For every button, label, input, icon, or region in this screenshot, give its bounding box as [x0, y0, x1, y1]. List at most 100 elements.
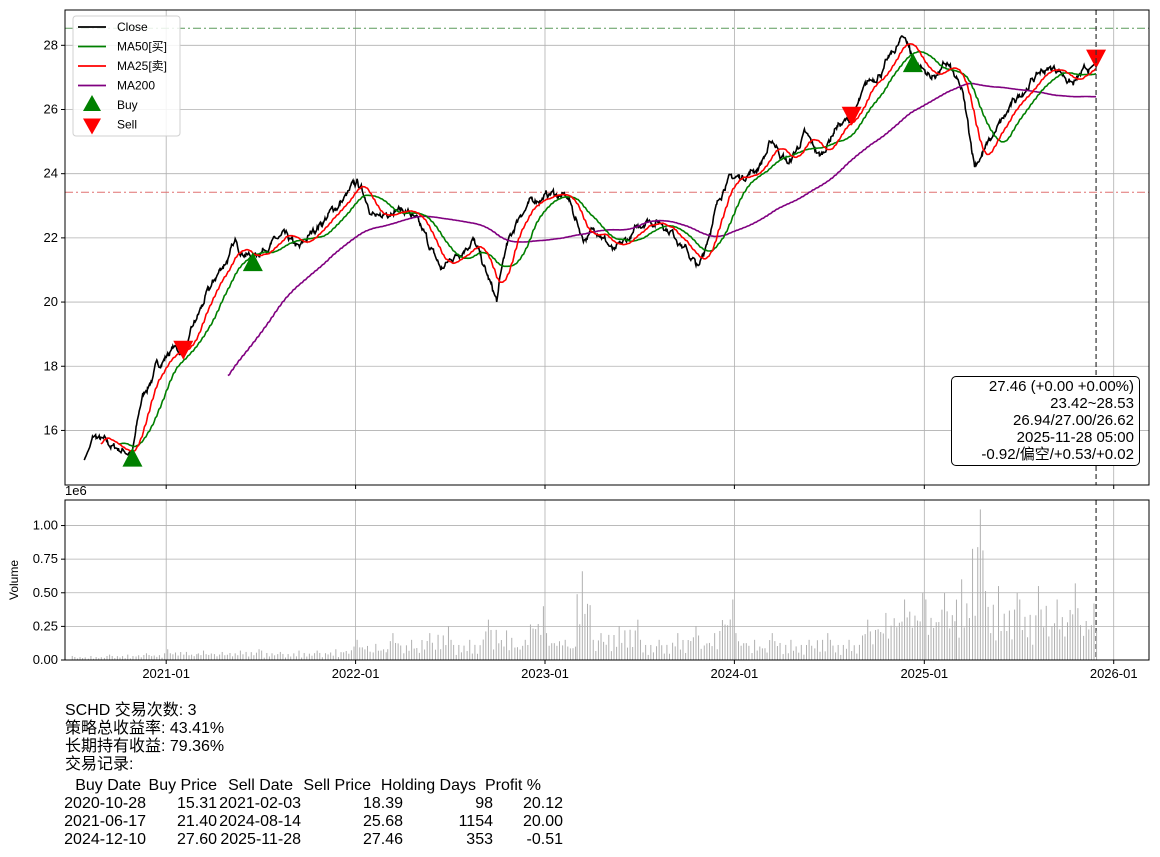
volume-bar: [632, 647, 634, 660]
volume-bar: [239, 650, 241, 660]
volume-bar: [880, 631, 882, 660]
volume-bar: [153, 655, 155, 660]
volume-bar: [949, 628, 951, 660]
buy-marker: [902, 53, 923, 73]
volume-bar: [385, 652, 387, 660]
volume-bar: [306, 656, 308, 660]
volume-bar: [800, 644, 802, 660]
table-cell: 98: [475, 795, 493, 812]
volume-bar: [613, 634, 615, 660]
volume-bar: [706, 643, 708, 660]
volume-bar: [1040, 609, 1042, 660]
volume-bar: [234, 653, 236, 660]
volume-bar: [442, 635, 444, 660]
volume-bar: [193, 656, 195, 660]
volume-bar: [522, 645, 524, 660]
buy-marker: [122, 447, 143, 467]
volume-bar: [925, 599, 927, 660]
volume-bar: [308, 653, 310, 660]
volume-bar: [740, 645, 742, 660]
volume-bar: [575, 646, 577, 660]
volume-bar: [1085, 620, 1087, 660]
volume-bar: [542, 606, 544, 660]
volume-bar: [787, 653, 789, 660]
volume-bar: [898, 622, 900, 660]
volume-bar: [930, 617, 932, 660]
volume-bar: [714, 633, 716, 660]
volume-bar: [1059, 629, 1061, 660]
volume-bar: [885, 612, 887, 660]
volume-bar: [629, 629, 631, 660]
volume-bar: [972, 548, 974, 660]
volume-bar: [208, 654, 210, 660]
volume-bar: [748, 645, 750, 660]
volume-bar: [776, 646, 778, 660]
volume-bar: [387, 649, 389, 660]
volume-bar: [682, 639, 684, 660]
table-header: Buy Date: [75, 777, 141, 794]
volume-bar: [1072, 614, 1074, 660]
volume-bar: [1074, 583, 1076, 660]
volume-bar: [716, 649, 718, 660]
volume-bar: [661, 645, 663, 660]
volume-bar: [608, 634, 610, 660]
volume-bar: [1032, 644, 1034, 660]
volume-bar: [955, 599, 957, 660]
volume-bar: [997, 586, 999, 660]
volume-bar: [634, 630, 636, 660]
volume-bar: [79, 657, 81, 660]
volume-bar: [426, 640, 428, 660]
volume-bar: [158, 655, 160, 660]
table-cell: 2021-02-03: [219, 795, 301, 812]
volume-bar: [1048, 636, 1050, 660]
volume-bar: [479, 645, 481, 660]
price-axes-frame: [64, 9, 1150, 486]
volume-bar: [824, 651, 826, 660]
volume-bar: [977, 547, 979, 660]
volume-bar: [71, 655, 73, 660]
records-title: 交易记录:: [65, 756, 134, 773]
volume-bar: [116, 656, 118, 660]
volume-bar: [372, 652, 374, 660]
volume-bar: [226, 654, 228, 660]
volume-bar: [359, 647, 361, 660]
volume-bar: [106, 655, 108, 660]
volume-bar: [1000, 631, 1002, 660]
volume-bar: [474, 644, 476, 660]
volume-bar: [377, 650, 379, 660]
volume-bar: [185, 651, 187, 660]
volume-bar: [663, 653, 665, 660]
volume-bar: [647, 654, 649, 660]
volume-bar: [887, 638, 889, 660]
volume-axes-frame: [64, 499, 1150, 661]
volume-bar: [832, 645, 834, 660]
volume-bar: [395, 642, 397, 660]
legend-label: MA25[卖]: [117, 59, 167, 73]
volume-bar: [434, 649, 436, 660]
volume-bar: [287, 654, 289, 660]
table-header: Holding Days: [380, 777, 476, 794]
volume-bar: [618, 626, 620, 660]
volume-bar: [369, 651, 371, 660]
volume-bar: [856, 653, 858, 660]
volume-bar: [469, 639, 471, 660]
strategy-return: 策略总收益率: 43.41%: [65, 720, 225, 737]
volume-bar: [966, 603, 968, 660]
volume-bar: [103, 657, 105, 660]
table-header: Sell Date: [228, 777, 293, 794]
volume-bar: [197, 653, 199, 660]
volume-bar: [992, 604, 994, 660]
volume-bar: [690, 641, 692, 660]
volume-bar: [584, 613, 586, 660]
volume-bar: [413, 648, 415, 660]
volume-bar: [445, 645, 447, 660]
table-cell: 15.31: [176, 795, 217, 812]
info-line: 2025-11-28 05:00: [1016, 429, 1134, 446]
volume-bar: [562, 645, 564, 660]
volume-bar: [793, 650, 795, 660]
volume-bar: [864, 634, 866, 660]
volume-bar: [471, 653, 473, 660]
volume-bar: [216, 656, 218, 660]
volume-bar: [400, 645, 402, 660]
volume-bar: [224, 655, 226, 660]
